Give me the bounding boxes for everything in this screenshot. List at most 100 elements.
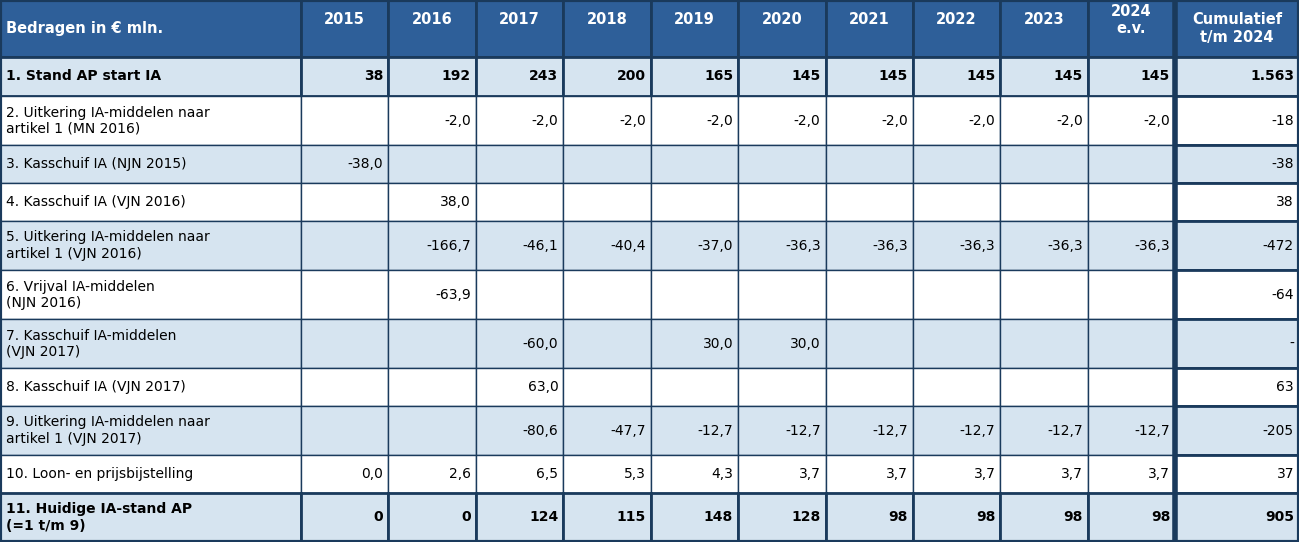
Bar <box>0 0 301 57</box>
Bar <box>738 96 826 145</box>
Text: 63,0: 63,0 <box>527 380 559 394</box>
Text: 2022: 2022 <box>937 12 977 27</box>
Bar <box>564 0 651 57</box>
Bar <box>1176 493 1299 542</box>
Bar <box>738 368 826 406</box>
Text: -64: -64 <box>1272 288 1294 301</box>
Bar <box>1000 57 1087 96</box>
Bar <box>1000 319 1087 368</box>
Bar <box>301 493 388 542</box>
Text: 905: 905 <box>1265 511 1294 525</box>
Text: 38,0: 38,0 <box>440 195 472 209</box>
Text: -2,0: -2,0 <box>969 114 995 128</box>
Bar <box>475 493 564 542</box>
Text: -47,7: -47,7 <box>611 424 646 437</box>
Text: 1. Stand AP start IA: 1. Stand AP start IA <box>6 69 161 83</box>
Text: 4,3: 4,3 <box>712 467 733 481</box>
Bar <box>1176 0 1299 57</box>
Bar <box>1000 493 1087 542</box>
Bar <box>651 319 738 368</box>
Text: -12,7: -12,7 <box>785 424 821 437</box>
Bar <box>1087 270 1176 319</box>
Text: 243: 243 <box>529 69 559 83</box>
Bar <box>651 368 738 406</box>
Bar <box>1000 406 1087 455</box>
Bar <box>826 319 913 368</box>
Text: 0: 0 <box>461 511 472 525</box>
Bar <box>1176 319 1299 368</box>
Text: -166,7: -166,7 <box>426 238 472 253</box>
Bar <box>651 57 738 96</box>
Bar <box>1176 57 1299 96</box>
Bar <box>475 221 564 270</box>
Bar <box>738 57 826 96</box>
Bar <box>475 145 564 183</box>
Bar <box>388 406 475 455</box>
Bar <box>0 183 301 221</box>
Text: 3,7: 3,7 <box>799 467 821 481</box>
Bar <box>475 406 564 455</box>
Text: 30,0: 30,0 <box>703 337 733 351</box>
Bar <box>738 455 826 493</box>
Text: 6. Vrijval IA-middelen
(NJN 2016): 6. Vrijval IA-middelen (NJN 2016) <box>6 280 155 309</box>
Bar <box>564 368 651 406</box>
Text: 128: 128 <box>791 511 821 525</box>
Text: -12,7: -12,7 <box>1047 424 1083 437</box>
Text: 98: 98 <box>1151 511 1170 525</box>
Bar <box>301 57 388 96</box>
Bar <box>301 368 388 406</box>
Bar <box>1176 183 1299 221</box>
Text: 6,5: 6,5 <box>536 467 559 481</box>
Bar <box>826 270 913 319</box>
Bar <box>738 0 826 57</box>
Bar <box>301 319 388 368</box>
Bar <box>651 96 738 145</box>
Bar <box>913 455 1000 493</box>
Text: 148: 148 <box>704 511 733 525</box>
Bar <box>913 0 1000 57</box>
Text: 0,0: 0,0 <box>361 467 383 481</box>
Bar <box>564 319 651 368</box>
Bar <box>1000 0 1087 57</box>
Text: 192: 192 <box>442 69 472 83</box>
Text: -2,0: -2,0 <box>881 114 908 128</box>
Text: 7. Kasschuif IA-middelen
(VJN 2017): 7. Kasschuif IA-middelen (VJN 2017) <box>6 328 177 359</box>
Bar <box>826 0 913 57</box>
Bar <box>1087 0 1176 57</box>
Text: 2024
e.v.: 2024 e.v. <box>1111 4 1152 36</box>
Bar <box>564 145 651 183</box>
Text: 3. Kasschuif IA (NJN 2015): 3. Kasschuif IA (NJN 2015) <box>6 157 187 171</box>
Bar <box>826 96 913 145</box>
Bar <box>826 406 913 455</box>
Bar <box>1087 221 1176 270</box>
Bar <box>913 57 1000 96</box>
Bar <box>651 406 738 455</box>
Bar <box>388 455 475 493</box>
Bar <box>738 221 826 270</box>
Text: -38: -38 <box>1272 157 1294 171</box>
Text: 2016: 2016 <box>412 12 452 27</box>
Bar <box>913 270 1000 319</box>
Text: -38,0: -38,0 <box>348 157 383 171</box>
Text: -2,0: -2,0 <box>1056 114 1083 128</box>
Bar <box>388 96 475 145</box>
Text: 3,7: 3,7 <box>1148 467 1170 481</box>
Text: -12,7: -12,7 <box>960 424 995 437</box>
Bar <box>564 183 651 221</box>
Text: 37: 37 <box>1277 467 1294 481</box>
Bar <box>0 221 301 270</box>
Text: 124: 124 <box>529 511 559 525</box>
Text: -12,7: -12,7 <box>1134 424 1170 437</box>
Text: 145: 145 <box>791 69 821 83</box>
Text: 145: 145 <box>1053 69 1083 83</box>
Bar <box>738 270 826 319</box>
Bar <box>564 455 651 493</box>
Bar <box>913 319 1000 368</box>
Bar <box>913 96 1000 145</box>
Text: 2018: 2018 <box>587 12 627 27</box>
Bar <box>1087 455 1176 493</box>
Text: 2021: 2021 <box>848 12 890 27</box>
Text: -12,7: -12,7 <box>698 424 733 437</box>
Bar <box>1176 455 1299 493</box>
Text: Cumulatief
t/m 2024: Cumulatief t/m 2024 <box>1192 12 1282 44</box>
